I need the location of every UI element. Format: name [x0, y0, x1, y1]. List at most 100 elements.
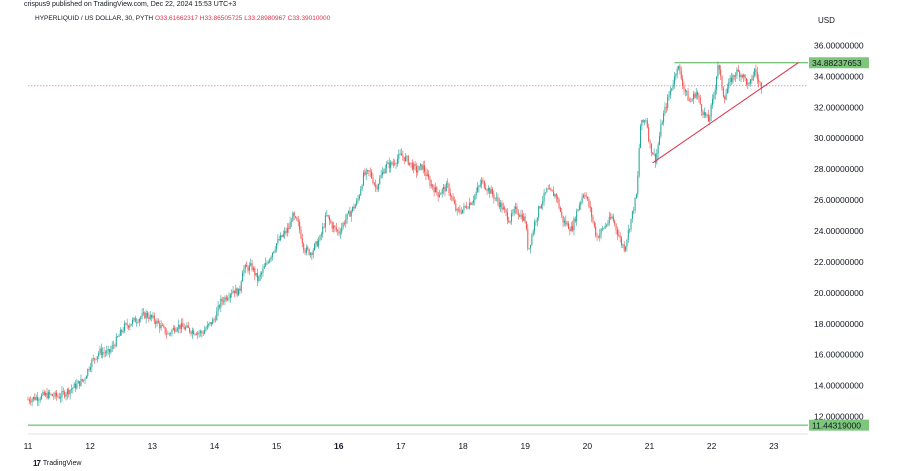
candle-body — [72, 387, 74, 390]
candle-body — [110, 349, 112, 353]
candle-body — [601, 228, 604, 230]
candle-body — [722, 88, 724, 97]
candle-body — [271, 252, 273, 257]
candle-body — [732, 75, 734, 83]
candle-body — [436, 187, 438, 193]
candle-body — [318, 240, 320, 247]
candle-body — [623, 244, 625, 251]
candle-body — [627, 230, 629, 240]
x-tick-label: 13 — [148, 441, 158, 451]
x-tick-label: 15 — [272, 441, 282, 451]
candle-body — [510, 213, 513, 222]
candle-body — [68, 389, 70, 395]
candle-body — [312, 250, 314, 255]
candle-body — [410, 162, 412, 164]
candle-body — [531, 235, 533, 245]
candle-body — [218, 305, 221, 308]
candle-body — [660, 124, 662, 137]
candle-body — [159, 323, 161, 329]
candle-body — [520, 214, 522, 217]
candle-body — [584, 195, 586, 196]
candle-body — [474, 195, 476, 201]
price-level-label: 11.44319000 — [812, 421, 861, 431]
candle-body — [459, 209, 461, 212]
candle-body — [79, 381, 81, 386]
candle-body — [307, 247, 309, 250]
candle-body — [678, 65, 680, 69]
candle-body — [227, 298, 229, 300]
candle-body — [87, 368, 89, 377]
candle-body — [462, 209, 464, 214]
candle-body — [729, 77, 731, 82]
candle-body — [64, 391, 66, 397]
candle-body — [481, 180, 483, 185]
candle-body — [502, 207, 504, 210]
candle-body — [153, 315, 155, 322]
candle-body — [573, 218, 575, 231]
candle-body — [452, 197, 454, 201]
candle-body — [448, 183, 450, 194]
candle-body — [138, 319, 140, 323]
symbol-name: HYPERLIQUID / US DOLLAR, 30, PYTH — [35, 15, 154, 22]
candle-body — [309, 253, 312, 255]
candle-body — [121, 330, 123, 333]
candle-body — [471, 202, 473, 205]
candle-body — [214, 319, 216, 321]
candle-body — [546, 188, 548, 193]
candle-body — [437, 192, 439, 197]
candle-body — [711, 98, 714, 105]
candle-body — [699, 97, 701, 105]
candle-body — [725, 93, 727, 100]
candle-body — [43, 392, 45, 396]
candle-body — [752, 75, 754, 81]
candle-body — [422, 165, 424, 170]
candle-body — [468, 202, 470, 209]
candle-body — [288, 227, 290, 230]
candle-body — [191, 330, 193, 334]
candle-body — [228, 297, 230, 299]
candle-body — [417, 170, 419, 173]
candle-body — [633, 210, 635, 212]
candle-body — [183, 326, 185, 330]
candle-body — [195, 334, 197, 335]
candle-body — [460, 211, 462, 214]
candle-body — [428, 174, 430, 180]
candle-body — [737, 69, 739, 72]
candle-body — [683, 86, 685, 90]
candle-body — [398, 154, 400, 159]
candle-body — [311, 253, 313, 255]
candle-body — [300, 230, 302, 239]
candle-body — [129, 325, 131, 328]
candle-body — [728, 81, 730, 89]
currency-label: USD — [818, 16, 835, 25]
candle-body — [652, 152, 654, 155]
candle-body — [625, 246, 627, 251]
candle-body — [193, 330, 195, 335]
candle-body — [118, 335, 120, 337]
candle-body — [250, 263, 252, 266]
tradingview-logo[interactable]: 17 TradingView — [33, 459, 81, 468]
candle-body — [202, 333, 204, 334]
candle-body — [212, 319, 214, 325]
candle-body — [388, 162, 390, 169]
x-tick-label: 22 — [707, 441, 717, 451]
candle-body — [672, 84, 674, 89]
candle-body — [365, 170, 367, 175]
y-tick-label: 20.00000000 — [814, 288, 864, 298]
candle-body — [614, 220, 616, 224]
candle-body — [27, 399, 29, 401]
candle-body — [403, 156, 405, 161]
candle-body — [308, 249, 310, 255]
candle-body — [65, 394, 67, 397]
candle-body — [108, 349, 111, 353]
candle-body — [327, 214, 329, 217]
candle-body — [551, 190, 553, 192]
candle-body — [745, 78, 747, 85]
candle-body — [682, 78, 684, 87]
candle-body — [163, 325, 165, 328]
candle-body — [748, 82, 750, 84]
candle-body — [671, 88, 673, 91]
candle-body — [174, 327, 176, 332]
candle-body — [75, 383, 77, 389]
